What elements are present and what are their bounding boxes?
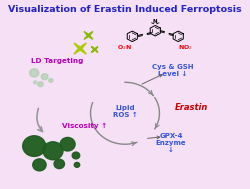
- Circle shape: [49, 79, 53, 82]
- Text: Erastin: Erastin: [175, 103, 208, 112]
- Text: Lipid
ROS ↑: Lipid ROS ↑: [112, 105, 138, 118]
- Polygon shape: [74, 43, 86, 54]
- Circle shape: [72, 152, 80, 159]
- Text: Viscosity ↑: Viscosity ↑: [62, 123, 108, 129]
- Circle shape: [41, 74, 48, 80]
- Circle shape: [34, 81, 37, 84]
- Circle shape: [60, 137, 75, 151]
- Circle shape: [30, 69, 39, 77]
- Text: N: N: [153, 19, 158, 24]
- Circle shape: [38, 82, 43, 87]
- Text: LD Targeting: LD Targeting: [31, 58, 84, 64]
- Text: O$_2$N: O$_2$N: [118, 43, 132, 52]
- Circle shape: [33, 159, 46, 171]
- Text: GPX-4
Enzyme
↓: GPX-4 Enzyme ↓: [156, 133, 186, 153]
- Circle shape: [23, 136, 46, 156]
- Circle shape: [74, 162, 80, 167]
- Text: NO$_2$: NO$_2$: [178, 43, 193, 52]
- Circle shape: [54, 159, 64, 169]
- Circle shape: [43, 142, 63, 160]
- Text: Cys & GSH
Level ↓: Cys & GSH Level ↓: [152, 64, 194, 77]
- Polygon shape: [92, 46, 98, 52]
- Text: Visualization of Erastin Induced Ferroptosis: Visualization of Erastin Induced Ferropt…: [8, 5, 242, 14]
- Polygon shape: [84, 31, 93, 39]
